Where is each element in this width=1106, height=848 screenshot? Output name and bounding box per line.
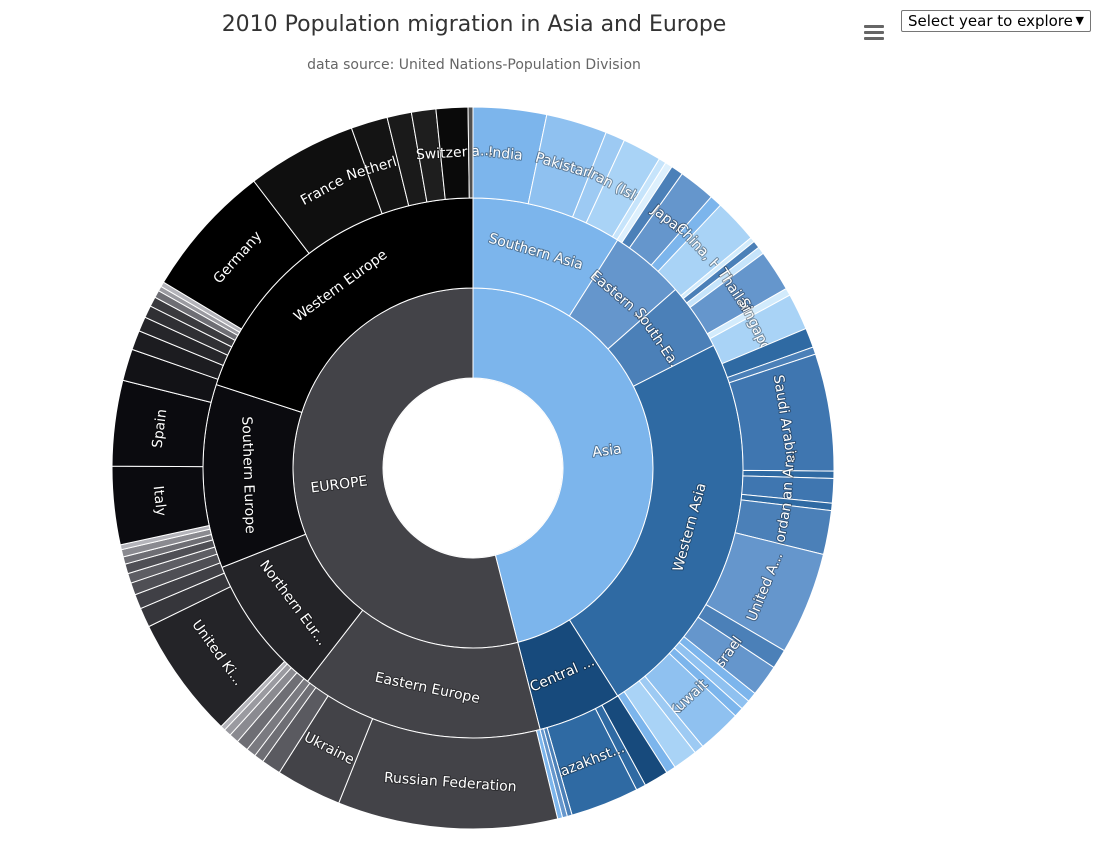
year-select-dropdown[interactable]: Select year to explore ▼: [901, 10, 1091, 32]
label-italy: Italy: [150, 485, 169, 517]
menu-bar: [864, 25, 884, 28]
label-india: India: [488, 144, 524, 163]
hamburger-menu-icon[interactable]: [862, 22, 886, 44]
dropdown-arrow-icon: ▼: [1075, 14, 1084, 27]
chart-title: 2010 Population migration in Asia and Eu…: [221, 12, 727, 37]
chart-subtitle: data source: United Nations-Population D…: [307, 57, 641, 73]
label-southern-europe: Southern Europe: [238, 416, 258, 534]
menu-bar: [864, 37, 884, 40]
menu-bar: [864, 31, 884, 34]
label-spain: Spain: [150, 408, 171, 449]
label-switzerla: Switzerla...: [416, 143, 494, 163]
sunburst-center: [382, 377, 564, 559]
label-asia: Asia: [591, 441, 622, 461]
segment-level2-73[interactable]: [467, 106, 474, 199]
year-select-label: Select year to explore: [908, 12, 1073, 30]
